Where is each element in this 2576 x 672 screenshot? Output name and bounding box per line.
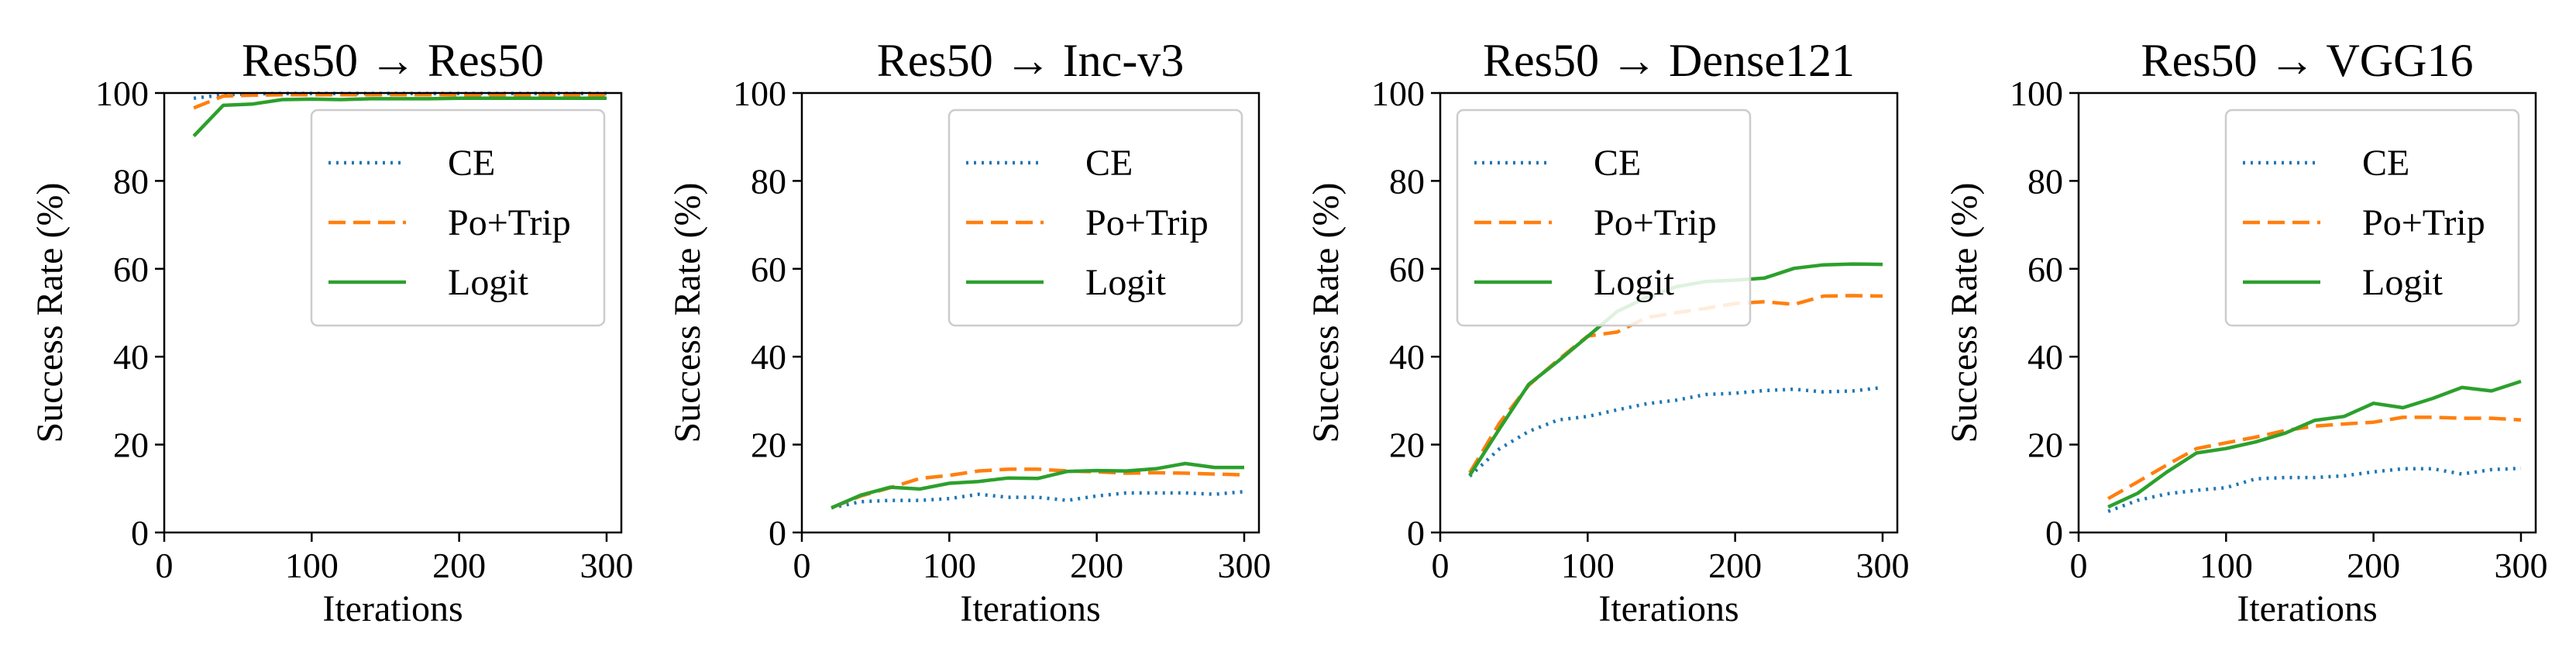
chart-title: Res50 → Inc-v3 bbox=[877, 35, 1185, 86]
x-tick-label: 300 bbox=[1855, 546, 1909, 585]
y-axis-label: Success Rate (%) bbox=[1305, 183, 1346, 443]
x-tick-label: 100 bbox=[923, 546, 976, 585]
series-line-logit bbox=[192, 96, 607, 138]
y-tick-label: 0 bbox=[2045, 513, 2063, 553]
x-tick-label: 0 bbox=[2070, 546, 2088, 585]
series-line-po-trip bbox=[193, 93, 607, 110]
y-tick-label: 80 bbox=[1389, 161, 1425, 201]
legend-label: Po+Trip bbox=[2362, 202, 2485, 243]
legend-label: CE bbox=[448, 143, 495, 184]
chart-title: Res50 → VGG16 bbox=[2141, 35, 2474, 86]
series-line-logit bbox=[831, 461, 1244, 510]
x-axis-label: Iterations bbox=[2237, 588, 2377, 629]
legend-label: Logit bbox=[448, 262, 529, 303]
y-axis-label: Success Rate (%) bbox=[1944, 183, 1985, 443]
y-tick-label: 100 bbox=[2010, 74, 2063, 113]
x-tick-label: 0 bbox=[156, 546, 174, 585]
legend-label: Po+Trip bbox=[1085, 202, 1209, 243]
x-tick-label: 300 bbox=[1217, 546, 1271, 585]
y-axis-label: Success Rate (%) bbox=[667, 183, 708, 443]
y-tick-label: 100 bbox=[1371, 74, 1425, 113]
y-tick-label: 40 bbox=[1389, 337, 1425, 377]
y-tick-label: 20 bbox=[751, 426, 786, 465]
y-tick-label: 40 bbox=[113, 337, 149, 377]
y-tick-label: 60 bbox=[2027, 250, 2063, 289]
legend-label: CE bbox=[1085, 143, 1133, 184]
y-tick-label: 100 bbox=[95, 74, 149, 113]
x-axis-label: Iterations bbox=[960, 588, 1100, 629]
plot-frame bbox=[163, 91, 623, 534]
x-tick-label: 100 bbox=[1561, 546, 1615, 585]
plot-frame bbox=[800, 91, 1260, 534]
legend-label: Po+Trip bbox=[1594, 202, 1717, 243]
y-tick-label: 20 bbox=[2027, 426, 2063, 465]
legend: CE Po+Trip Logit bbox=[310, 109, 606, 327]
chart-title: Res50 → Res50 bbox=[242, 35, 544, 86]
series-line-ce bbox=[2107, 466, 2522, 513]
x-tick-label: 0 bbox=[793, 546, 811, 585]
series-line-po-trip bbox=[2107, 415, 2522, 501]
y-tick-label: 60 bbox=[751, 250, 786, 289]
x-tick-label: 200 bbox=[432, 546, 486, 585]
legend-label: Logit bbox=[2362, 262, 2444, 303]
y-tick-label: 80 bbox=[2027, 161, 2063, 201]
series-line-ce bbox=[831, 490, 1245, 510]
x-tick-label: 300 bbox=[580, 546, 633, 585]
y-tick-label: 40 bbox=[751, 337, 786, 377]
legend-label: Logit bbox=[1085, 262, 1167, 303]
y-tick-label: 80 bbox=[751, 161, 786, 201]
y-tick-label: 60 bbox=[1389, 250, 1425, 289]
plot-frame bbox=[2077, 91, 2537, 534]
x-tick-label: 200 bbox=[2347, 546, 2400, 585]
x-axis-label: Iterations bbox=[322, 588, 463, 629]
legend-label: CE bbox=[2362, 143, 2409, 184]
x-tick-label: 200 bbox=[1070, 546, 1123, 585]
x-tick-label: 0 bbox=[1432, 546, 1450, 585]
x-tick-label: 100 bbox=[285, 546, 339, 585]
y-tick-label: 0 bbox=[1407, 513, 1425, 553]
y-tick-label: 60 bbox=[113, 250, 149, 289]
x-axis-label: Iterations bbox=[1598, 588, 1739, 629]
legend: CE Po+Trip Logit bbox=[1456, 109, 1752, 327]
chart-title: Res50 → Dense121 bbox=[1483, 35, 1855, 86]
y-tick-label: 0 bbox=[131, 513, 149, 553]
chart-panel-2: Res50 → Inc-v30 100 200 300020406080100Iter… bbox=[667, 35, 1271, 629]
legend-label: CE bbox=[1594, 143, 1641, 184]
y-axis-label: Success Rate (%) bbox=[29, 183, 71, 443]
legend: CE Po+Trip Logit bbox=[2224, 109, 2520, 327]
legend: CE Po+Trip Logit bbox=[948, 109, 1243, 327]
y-tick-label: 20 bbox=[113, 426, 149, 465]
plot-frame bbox=[1439, 91, 1899, 534]
x-tick-label: 100 bbox=[2199, 546, 2253, 585]
legend-label: Po+Trip bbox=[448, 202, 571, 243]
series-line-logit bbox=[2107, 379, 2522, 509]
y-tick-label: 80 bbox=[113, 161, 149, 201]
y-tick-label: 40 bbox=[2027, 337, 2063, 377]
y-tick-label: 100 bbox=[733, 74, 786, 113]
y-tick-label: 20 bbox=[1389, 426, 1425, 465]
series-line-po-trip bbox=[831, 467, 1245, 510]
x-tick-label: 200 bbox=[1708, 546, 1762, 585]
y-tick-label: 0 bbox=[769, 513, 786, 553]
series-line-ce bbox=[1468, 385, 1883, 478]
legend-label: Logit bbox=[1594, 262, 1675, 303]
x-tick-label: 300 bbox=[2494, 546, 2547, 585]
